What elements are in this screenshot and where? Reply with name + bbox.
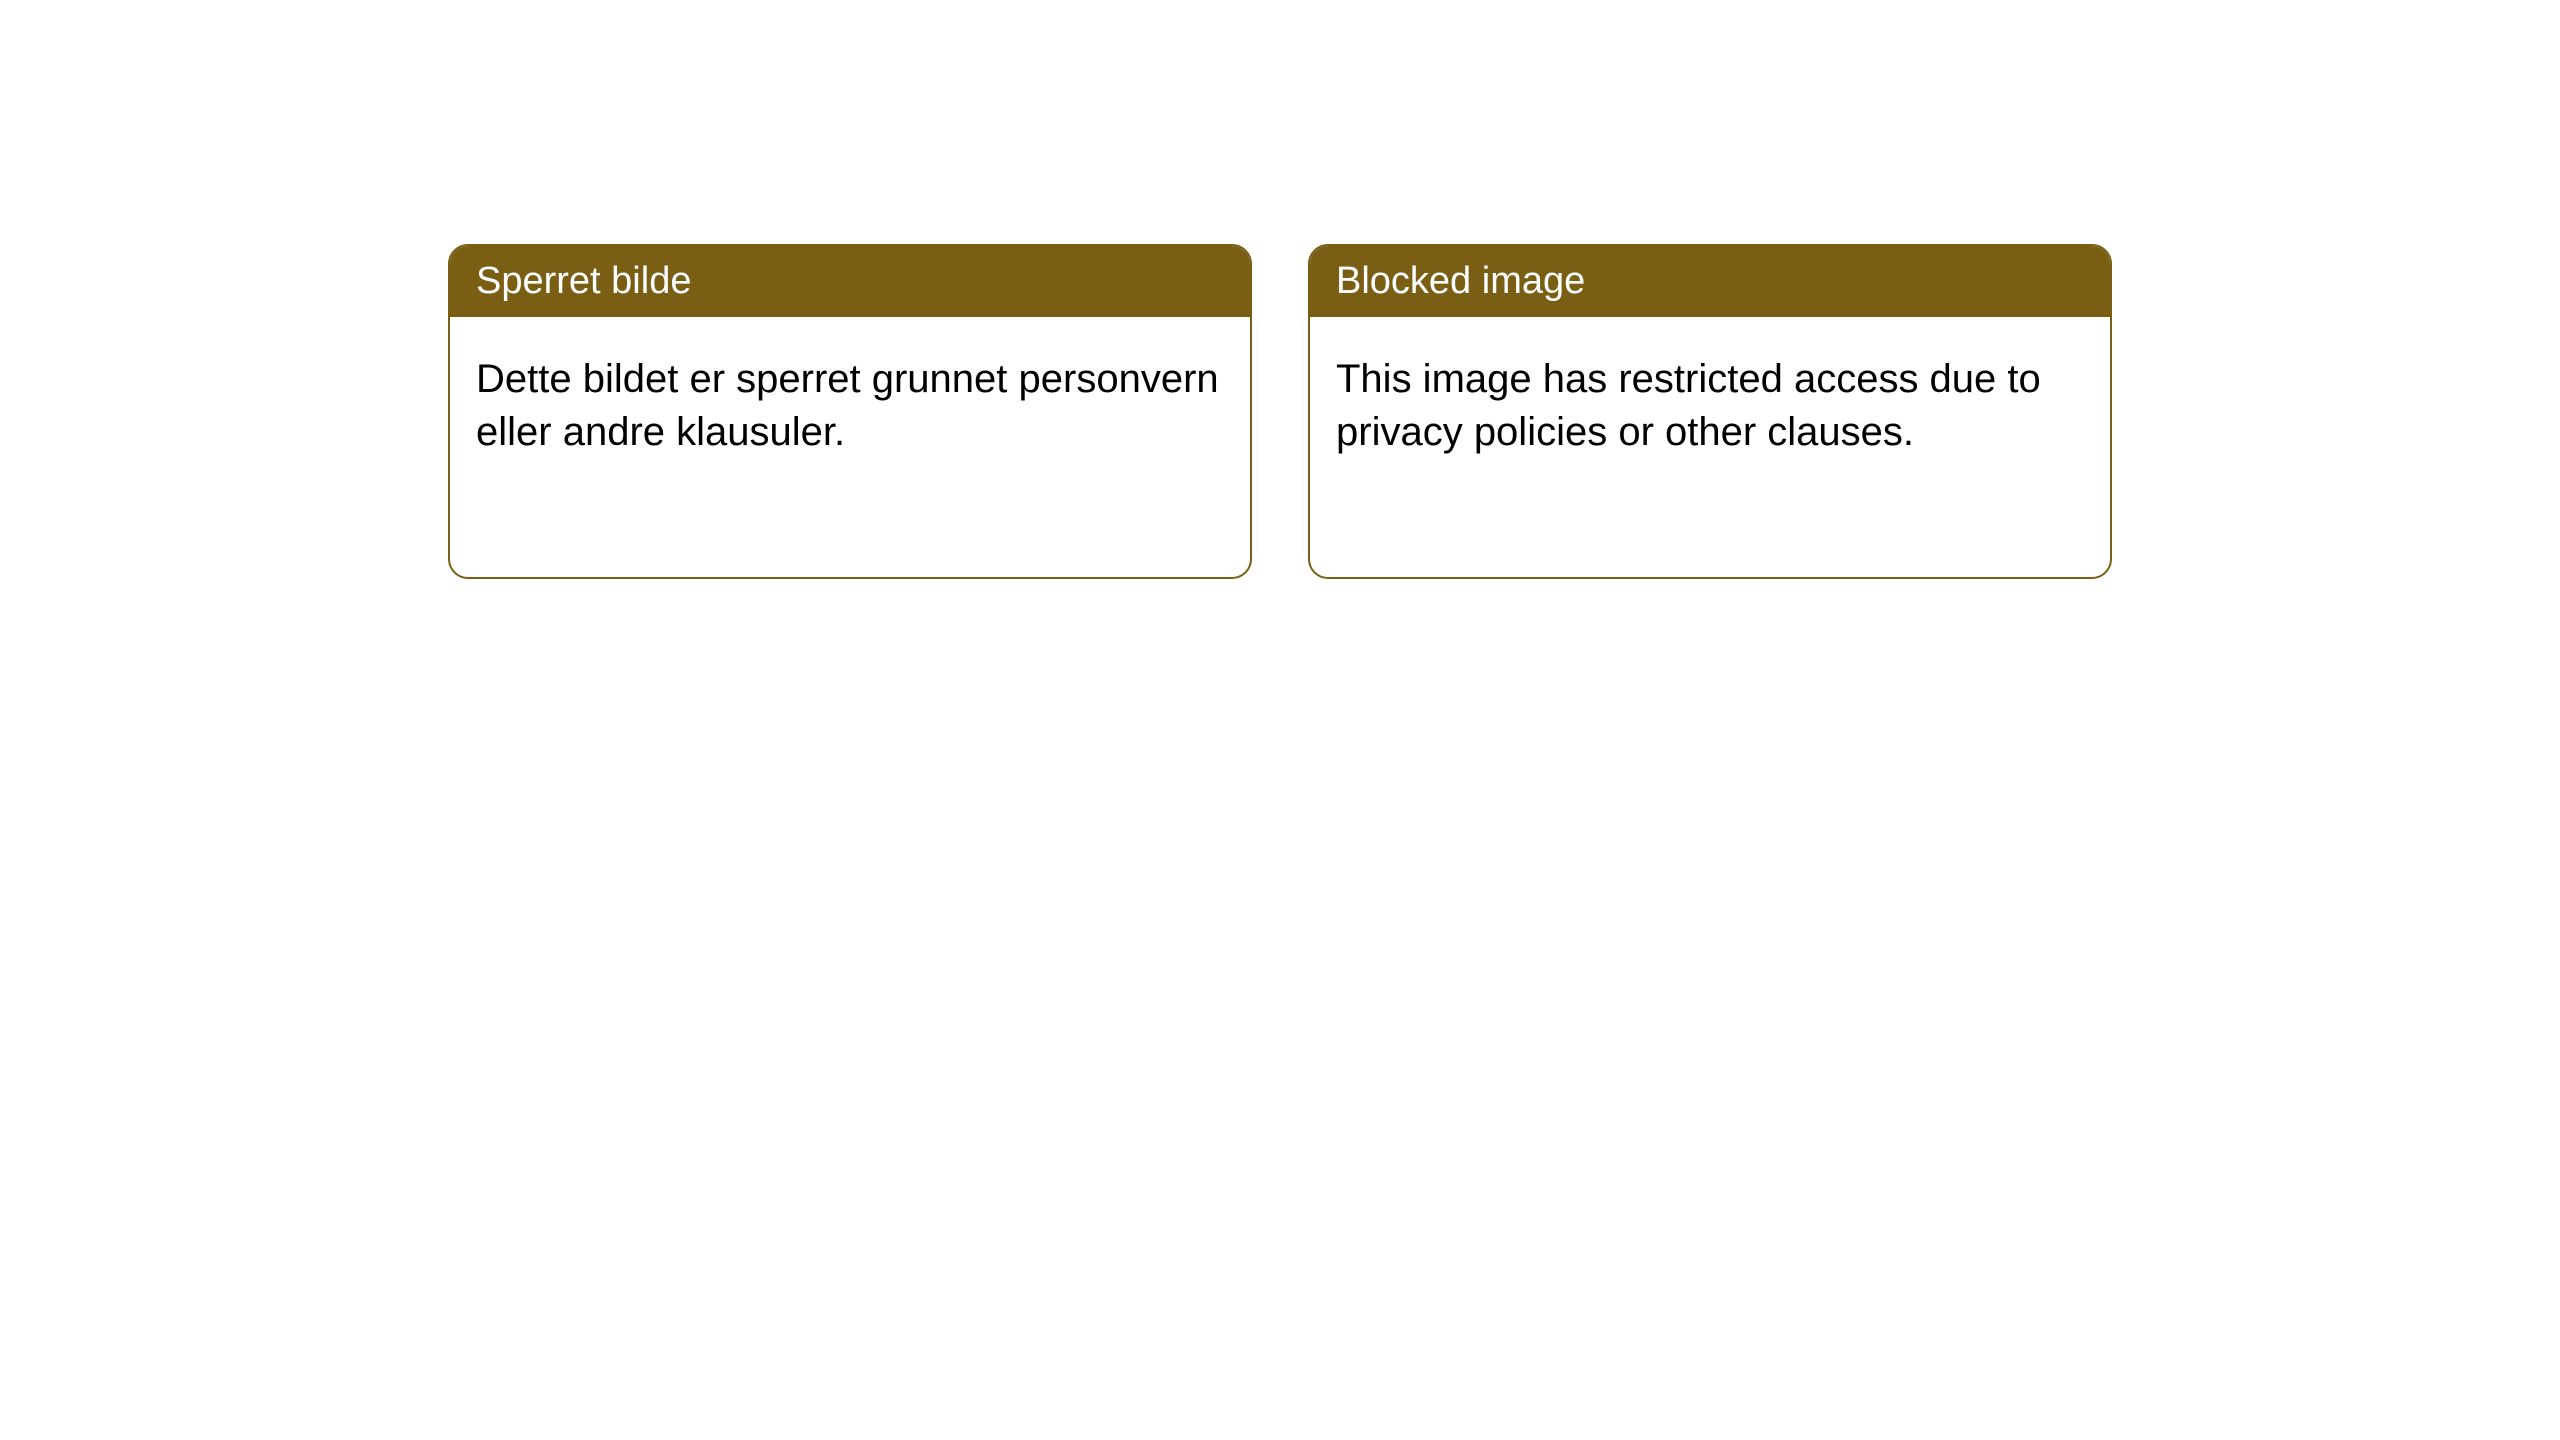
blocked-image-card-norwegian: Sperret bilde Dette bildet er sperret gr… [448, 244, 1252, 579]
card-body-text: This image has restricted access due to … [1310, 317, 2110, 495]
blocked-image-card-english: Blocked image This image has restricted … [1308, 244, 2112, 579]
card-title: Blocked image [1310, 246, 2110, 317]
card-title: Sperret bilde [450, 246, 1250, 317]
notice-container: Sperret bilde Dette bildet er sperret gr… [0, 0, 2560, 579]
card-body-text: Dette bildet er sperret grunnet personve… [450, 317, 1250, 495]
